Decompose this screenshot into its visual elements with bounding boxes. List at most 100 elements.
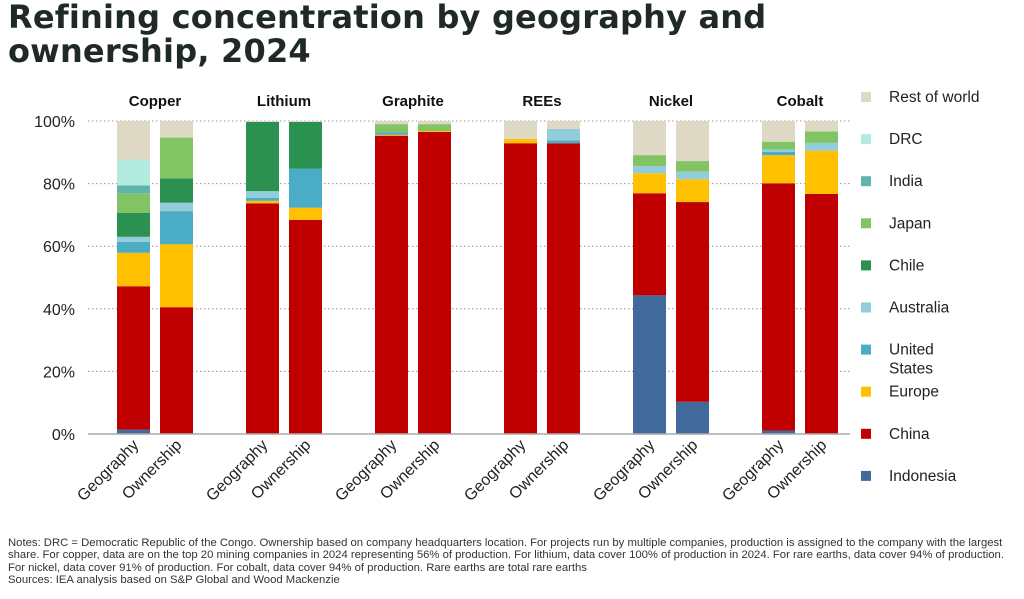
- bar-segment-china: [547, 143, 580, 434]
- bar-segment-europe: [418, 131, 451, 132]
- bar-segment-united-states: [117, 241, 150, 253]
- legend-swatch: [861, 302, 871, 313]
- legend-swatch: [861, 386, 871, 397]
- bar-segment-rest-of-world: [160, 121, 193, 138]
- bar-segment-united-states: [375, 132, 408, 135]
- bar-segment-united-states: [246, 197, 279, 201]
- bar-segment-australia: [246, 191, 279, 198]
- bar-segment-europe: [676, 179, 709, 203]
- bar-segment-australia: [762, 149, 795, 152]
- bar-segment-japan: [418, 124, 451, 132]
- legend-swatch: [861, 92, 871, 102]
- group-label: Lithium: [257, 93, 311, 110]
- y-tick-label: 80%: [43, 177, 75, 194]
- bar-segment-japan: [762, 141, 795, 150]
- legend-label: Europe: [889, 384, 939, 401]
- bar-segment-rest-of-world: [762, 121, 795, 142]
- bar-segment-chile: [289, 121, 322, 169]
- bar-segment-europe: [504, 138, 537, 144]
- bar-segment-japan: [805, 131, 838, 143]
- y-tick-label: 0%: [52, 427, 75, 444]
- bar-segment-europe: [762, 155, 795, 184]
- bar-segment-europe: [117, 252, 150, 287]
- y-tick-label: 40%: [43, 302, 75, 319]
- bar-segment-china: [160, 307, 193, 434]
- bar-segment-rest-of-world: [504, 121, 537, 139]
- bar-segment-rest-of-world: [418, 121, 451, 125]
- chart-title: Refining concentration by geography and …: [8, 0, 767, 70]
- bar-segment-japan: [160, 137, 193, 179]
- bar-segment-indonesia: [117, 429, 150, 434]
- bar-segment-europe: [375, 134, 408, 136]
- legend-swatch: [861, 470, 871, 481]
- y-tick-label: 100%: [34, 114, 75, 131]
- bar-segment-rest-of-world: [547, 121, 580, 129]
- bar-segment-china: [375, 135, 408, 434]
- legend-label: Chile: [889, 257, 924, 274]
- legend-swatch: [861, 344, 871, 355]
- legend-label: India: [889, 173, 923, 190]
- group-label: Copper: [129, 93, 182, 110]
- bar-segment-indonesia: [633, 295, 666, 434]
- bar-segment-rest-of-world: [117, 121, 150, 160]
- bar-segment-china: [504, 143, 537, 434]
- bar-segment-china: [246, 203, 279, 434]
- legend-label: Indonesia: [889, 468, 957, 485]
- bar-segment-chile: [160, 178, 193, 203]
- bar-segment-australia: [117, 236, 150, 242]
- bar-segment-rest-of-world: [633, 121, 666, 156]
- y-tick-label: 60%: [43, 239, 75, 256]
- bar-segment-australia: [633, 166, 666, 174]
- bar-segment-australia: [160, 202, 193, 212]
- bar-segment-japan: [117, 193, 150, 213]
- bar-segment-united-states: [762, 151, 795, 156]
- bar-segment-rest-of-world: [676, 121, 709, 162]
- bar-segment-united-states: [547, 140, 580, 144]
- group-label: REEs: [522, 93, 561, 110]
- bar-segment-indonesia: [676, 401, 709, 434]
- sources-text: Sources: IEA analysis based on S&P Globa…: [8, 573, 340, 586]
- bar-segment-china: [805, 193, 838, 434]
- bar-segment-china: [633, 193, 666, 296]
- y-tick-label: 20%: [43, 364, 75, 381]
- legend-label: Australia: [889, 300, 950, 317]
- bar-segment-chile: [246, 121, 279, 192]
- bar-segment-europe: [289, 207, 322, 220]
- bar-segment-europe: [246, 200, 279, 204]
- bar-segment-japan: [375, 124, 408, 133]
- chart-notes: Notes: DRC = Democratic Republic of the …: [8, 537, 1018, 586]
- bar-segment-united-states: [160, 211, 193, 245]
- stacked-bar-chart: 0%20%40%60%80%100%CopperGeographyOwnersh…: [34, 89, 979, 505]
- notes-text: Notes: DRC = Democratic Republic of the …: [8, 537, 1004, 574]
- bar-segment-indonesia: [762, 430, 795, 434]
- legend-label: States: [889, 361, 933, 378]
- legend-label: Rest of world: [889, 89, 979, 106]
- bar-segment-china: [676, 202, 709, 402]
- bar-segment-europe: [805, 150, 838, 194]
- bar-segment-united-states: [289, 168, 322, 208]
- bar-segment-rest-of-world: [246, 121, 279, 122]
- bar-segment-rest-of-world: [375, 121, 408, 125]
- group-label: Cobalt: [777, 93, 824, 110]
- bar-segment-china: [762, 183, 795, 431]
- bar-segment-europe: [633, 173, 666, 194]
- legend-label: China: [889, 426, 930, 443]
- legend-label: United: [889, 342, 934, 359]
- group-label: Nickel: [649, 93, 693, 110]
- bar-segment-rest-of-world: [805, 121, 838, 132]
- bar-segment-china: [117, 286, 150, 430]
- legend-label: Japan: [889, 215, 931, 232]
- legend-swatch: [861, 428, 871, 439]
- group-label: Graphite: [382, 93, 444, 110]
- bar-segment-australia: [805, 142, 838, 151]
- bar-segment-japan: [676, 161, 709, 172]
- bar-segment-drc: [117, 159, 150, 186]
- bar-segment-china: [418, 131, 451, 434]
- bar-segment-australia: [676, 171, 709, 180]
- legend-swatch: [861, 134, 871, 145]
- legend-swatch: [861, 260, 871, 271]
- bar-segment-europe: [160, 244, 193, 308]
- legend-swatch: [861, 176, 871, 187]
- bar-segment-china: [289, 219, 322, 434]
- legend-swatch: [861, 218, 871, 229]
